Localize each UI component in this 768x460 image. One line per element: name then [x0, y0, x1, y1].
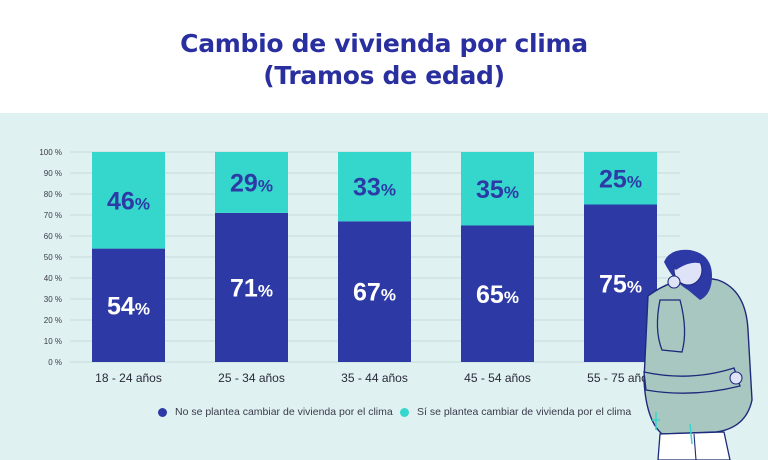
- data-label-no: 75%: [599, 270, 642, 298]
- y-axis-ticks: 0 % 10 % 20 % 30 % 40 % 50 % 60 % 70 % 80 % 90 % 1…: [39, 148, 62, 367]
- legend-label-si: Sí se plantea cambiar de vivienda por el…: [417, 406, 632, 418]
- y-tick-label: 60 %: [44, 232, 62, 241]
- x-category-label: 25 - 34 años: [218, 371, 285, 385]
- y-tick-label: 30 %: [44, 295, 62, 304]
- x-axis-labels: 18 - 24 años 25 - 34 años 35 - 44 años 45 -…: [95, 371, 654, 385]
- data-label-si: 29%: [230, 169, 273, 197]
- chart-title-line1: Cambio de vivienda por clima: [180, 29, 588, 58]
- y-tick-label: 80 %: [44, 190, 62, 199]
- thinking-woman-illustration: [643, 249, 753, 460]
- legend-item-no: No se plantea cambiar de vivienda por el…: [158, 406, 393, 418]
- bar-segment-no: [584, 204, 657, 362]
- data-label-si: 35%: [476, 176, 519, 204]
- bar-segment-no: [461, 225, 534, 362]
- x-category-label: 45 - 54 años: [464, 371, 531, 385]
- bar-segment-no: [92, 248, 165, 362]
- x-category-label: 18 - 24 años: [95, 371, 162, 385]
- y-tick-label: 90 %: [44, 169, 62, 178]
- y-tick-label: 70 %: [44, 211, 62, 220]
- chart-title: Cambio de vivienda por clima (Tramos de …: [0, 28, 768, 92]
- data-label-no: 65%: [476, 281, 519, 309]
- y-tick-label: 50 %: [44, 253, 62, 262]
- data-label-si: 33%: [353, 174, 396, 202]
- x-category-label: 35 - 44 años: [341, 371, 408, 385]
- bar-segment-no: [338, 221, 411, 362]
- x-category-label: 55 - 75 años: [587, 371, 654, 385]
- bar-segment-si: [584, 152, 657, 205]
- legend-label-no: No se plantea cambiar de vivienda por el…: [175, 406, 393, 418]
- bar-segment-si: [215, 152, 288, 213]
- data-label-si: 46%: [107, 187, 150, 215]
- y-tick-label: 40 %: [44, 274, 62, 283]
- chart-title-line2: (Tramos de edad): [263, 61, 505, 90]
- legend-swatch-si: [400, 407, 409, 417]
- bars: 54% 46% 71% 29% 67% 33% 65% 35% 75% 25%: [92, 152, 657, 362]
- data-label-no: 71%: [230, 274, 273, 302]
- y-tick-label: 100 %: [39, 148, 62, 157]
- bar-segment-si: [338, 152, 411, 222]
- bar-segment-no: [215, 212, 288, 362]
- legend-item-si: Sí se plantea cambiar de vivienda por el…: [400, 406, 631, 418]
- legend-swatch-no: [158, 407, 167, 417]
- data-label-no: 54%: [107, 292, 150, 320]
- y-tick-label: 0 %: [48, 358, 62, 367]
- bar-segment-si: [92, 152, 165, 249]
- y-tick-label: 10 %: [44, 337, 62, 346]
- data-label-si: 25%: [599, 165, 642, 193]
- y-tick-label: 20 %: [44, 316, 62, 325]
- data-label-no: 67%: [353, 279, 396, 307]
- bar-segment-si: [461, 152, 534, 226]
